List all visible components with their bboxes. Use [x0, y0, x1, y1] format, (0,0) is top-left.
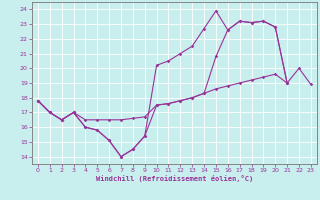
X-axis label: Windchill (Refroidissement éolien,°C): Windchill (Refroidissement éolien,°C)	[96, 175, 253, 182]
